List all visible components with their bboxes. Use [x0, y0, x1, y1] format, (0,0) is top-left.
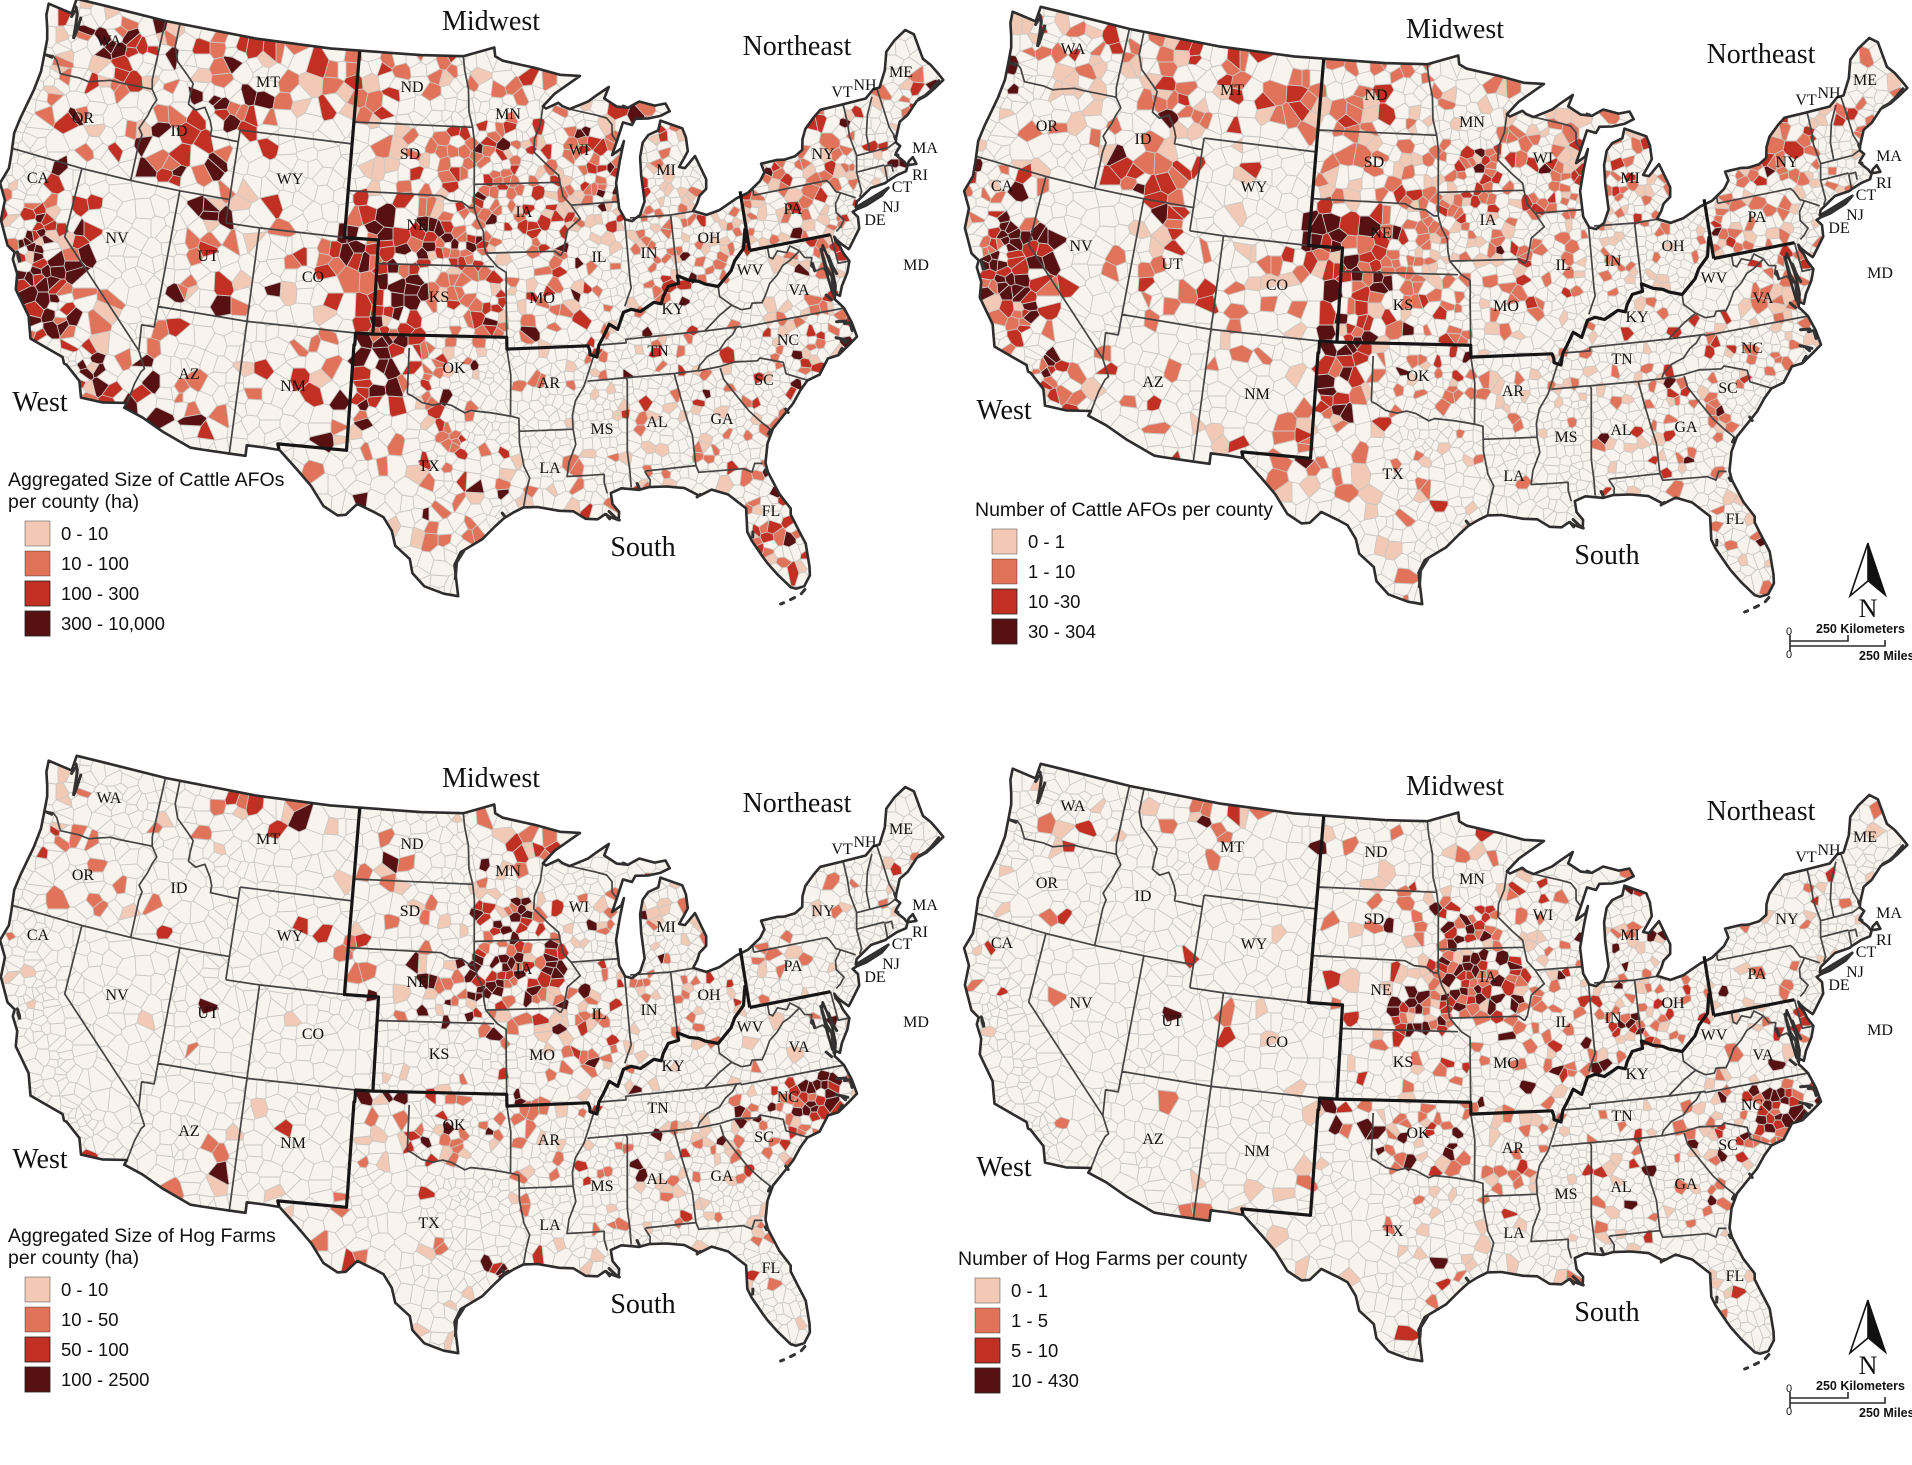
svg-text:0 - 10: 0 - 10	[61, 1279, 108, 1300]
svg-text:10 - 430: 10 - 430	[1011, 1370, 1079, 1391]
svg-text:N: N	[1859, 594, 1878, 623]
svg-text:10 - 100: 10 - 100	[61, 553, 129, 574]
svg-text:250 Miles: 250 Miles	[1859, 649, 1912, 663]
svg-text:250 Kilometers: 250 Kilometers	[1816, 1379, 1905, 1393]
svg-text:10 - 50: 10 - 50	[61, 1309, 119, 1330]
svg-text:Aggregated Size of Hog Farms: Aggregated Size of Hog Farms	[8, 1225, 276, 1247]
svg-text:Number of Hog Farms per count: Number of Hog Farms per county	[958, 1248, 1248, 1270]
svg-text:0: 0	[1786, 626, 1792, 638]
svg-text:100 - 2500: 100 - 2500	[61, 1369, 149, 1390]
svg-text:0: 0	[1786, 1383, 1792, 1395]
svg-text:50 - 100: 50 - 100	[61, 1339, 129, 1360]
svg-text:10 -30: 10 -30	[1028, 591, 1080, 612]
svg-text:0: 0	[1786, 649, 1792, 661]
svg-text:5 - 10: 5 - 10	[1011, 1340, 1058, 1361]
svg-text:250 Kilometers: 250 Kilometers	[1816, 622, 1905, 636]
svg-text:Aggregated Size of Cattle AFOs: Aggregated Size of Cattle AFOs	[8, 469, 285, 491]
svg-text:Number of Cattle AFOs per coun: Number of Cattle AFOs per county	[975, 499, 1273, 521]
svg-text:0 - 1: 0 - 1	[1028, 531, 1065, 552]
svg-text:0 - 1: 0 - 1	[1011, 1280, 1048, 1301]
svg-text:per county (ha): per county (ha)	[8, 491, 139, 513]
svg-text:per county (ha): per county (ha)	[8, 1247, 139, 1269]
svg-text:1 - 10: 1 - 10	[1028, 561, 1075, 582]
svg-text:0 - 10: 0 - 10	[61, 523, 108, 544]
svg-text:100 - 300: 100 - 300	[61, 583, 139, 604]
svg-text:0: 0	[1786, 1406, 1792, 1418]
svg-text:300 - 10,000: 300 - 10,000	[61, 613, 165, 634]
svg-text:1 - 5: 1 - 5	[1011, 1310, 1048, 1331]
svg-text:30 - 304: 30 - 304	[1028, 621, 1096, 642]
svg-text:250 Miles: 250 Miles	[1859, 1406, 1912, 1420]
svg-text:N: N	[1859, 1351, 1878, 1380]
